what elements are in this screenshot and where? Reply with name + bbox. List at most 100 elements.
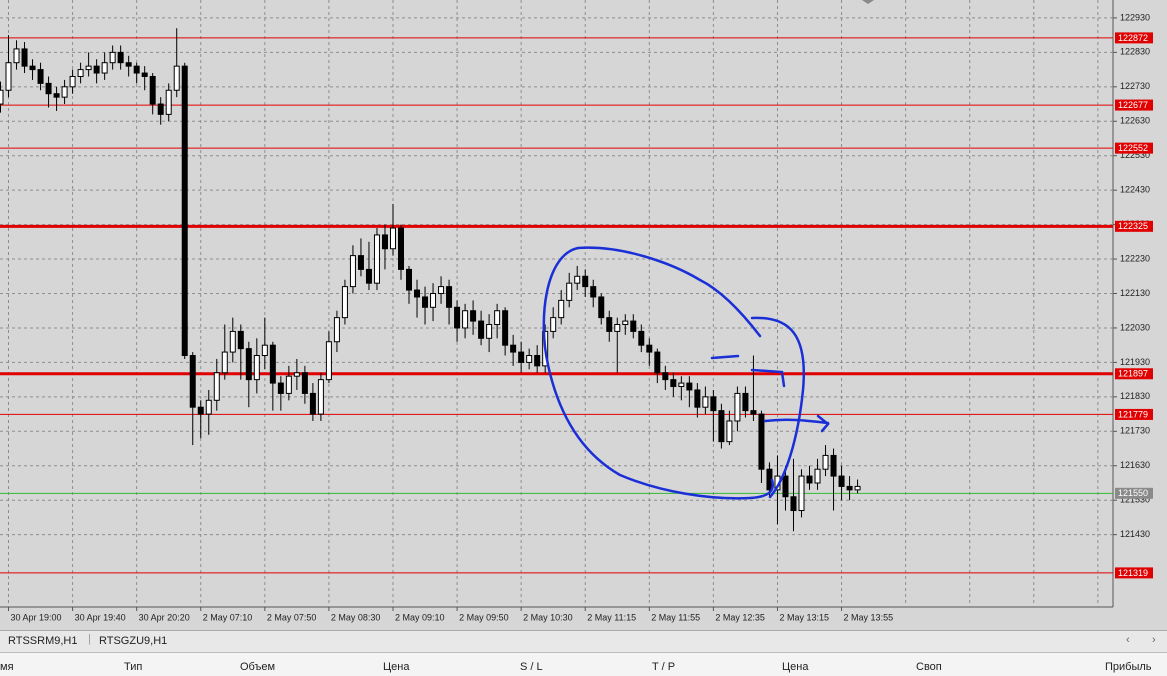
column-header[interactable]: Цена (383, 661, 410, 673)
candle-body (381, 234, 388, 250)
x-tick-label: 2 May 09:50 (459, 612, 509, 622)
candle-body (181, 65, 188, 357)
level-label: 121779 (1118, 409, 1148, 419)
candle-body (598, 296, 605, 319)
candle-body (574, 275, 581, 284)
tab[interactable]: RTSGZU9,H1 (99, 635, 168, 647)
candle-body (317, 379, 324, 415)
candle-body (269, 344, 276, 384)
candle-body (454, 306, 461, 329)
scroll-left[interactable]: ‹ (1126, 634, 1130, 646)
column-header[interactable]: S / L (520, 661, 543, 673)
y-tick-label: 121730 (1120, 426, 1150, 436)
x-tick-label: 2 May 07:10 (203, 612, 253, 622)
level-label-bg (1115, 567, 1153, 579)
candle-body (502, 310, 509, 346)
candle-body (333, 317, 340, 343)
candle-body (61, 86, 68, 98)
y-tick-label: 122830 (1120, 47, 1150, 57)
candle-body (854, 485, 861, 491)
y-tick-label: 121930 (1120, 357, 1150, 367)
x-tick-label: 2 May 07:50 (267, 612, 317, 622)
candle-body (349, 255, 356, 288)
scroll-marker (862, 0, 874, 4)
candle-body (838, 475, 845, 487)
candles (0, 28, 861, 532)
candle-body (614, 324, 621, 332)
candle-body (742, 392, 749, 412)
candle-body (822, 454, 829, 470)
level-label-bg (1115, 220, 1153, 232)
candle-body (798, 475, 805, 512)
y-tick-label: 122930 (1120, 12, 1150, 22)
level-label: 122325 (1118, 221, 1148, 231)
candle-body (213, 372, 220, 401)
candle-body (253, 355, 260, 381)
candle-body (309, 392, 316, 415)
candle-body (229, 330, 236, 353)
candle-body (686, 382, 693, 391)
candle-body (277, 382, 284, 394)
column-header[interactable]: Объем (240, 661, 276, 673)
candle-body (782, 475, 789, 498)
candle-body (29, 65, 36, 71)
candle-body (790, 496, 797, 512)
candle-body (173, 65, 180, 91)
candle-body (710, 396, 717, 412)
candle-body (165, 89, 172, 115)
candle-body (149, 75, 156, 105)
candle-body (558, 299, 565, 319)
candle-body (13, 48, 20, 64)
column-header[interactable]: T / P (652, 661, 676, 673)
candle-body (630, 320, 637, 332)
candle-body (462, 310, 469, 329)
tab[interactable]: RTSSRM9,H1 (8, 635, 78, 647)
candle-body (406, 268, 413, 291)
candle-body (734, 392, 741, 422)
candle-body (510, 344, 517, 353)
scroll-right[interactable]: › (1152, 634, 1156, 646)
annotation-mark (750, 368, 786, 388)
candle-body (654, 351, 661, 374)
candle-body (518, 351, 525, 363)
candle-body (494, 310, 501, 326)
chart: 122930 122830 122730 122630 122530 122430 1223… (0, 0, 1167, 630)
y-tick-label: 122130 (1120, 288, 1150, 298)
candle-body (77, 69, 84, 77)
x-tick-label: 2 May 10:30 (523, 612, 573, 622)
column-header[interactable]: Прибыль (1105, 661, 1152, 673)
candle-body (622, 320, 629, 326)
candle-body (422, 296, 429, 308)
candle-body (341, 286, 348, 319)
candle-body (430, 293, 437, 308)
tab-bar: RTSSRM9,H1 | RTSGZU9,H1 ‹ › (0, 630, 1167, 653)
candle-body (205, 399, 212, 415)
column-header[interactable]: Цена (782, 661, 809, 673)
column-header[interactable]: Тип (124, 661, 143, 673)
annotation-dash (710, 354, 740, 360)
column-header[interactable]: мя (0, 661, 14, 673)
y-tick-label: 122630 (1120, 116, 1150, 126)
candle-body (646, 344, 653, 353)
x-tick-label: 2 May 11:55 (651, 612, 700, 622)
candle-body (261, 344, 268, 357)
candle-body (117, 51, 124, 64)
candle-body (293, 372, 300, 377)
candle-body (830, 454, 837, 477)
candle-body (550, 317, 557, 332)
level-label-bg (1115, 32, 1153, 44)
column-header[interactable]: Своп (916, 661, 942, 673)
candle-body (702, 396, 709, 408)
level-label: 122872 (1118, 33, 1148, 43)
candle-body (125, 62, 132, 67)
candle-body (5, 62, 12, 91)
x-tick-label: 2 May 09:10 (395, 612, 445, 622)
candle-body (285, 375, 292, 394)
y-tick-label: 122530 (1120, 150, 1150, 160)
annotation-circle (542, 246, 774, 500)
y-tick-label: 121830 (1120, 391, 1150, 401)
y-tick-label: 122230 (1120, 253, 1150, 263)
candle-body (678, 382, 685, 388)
level-label-bg (1115, 487, 1153, 499)
level-label: 122677 (1118, 100, 1148, 110)
